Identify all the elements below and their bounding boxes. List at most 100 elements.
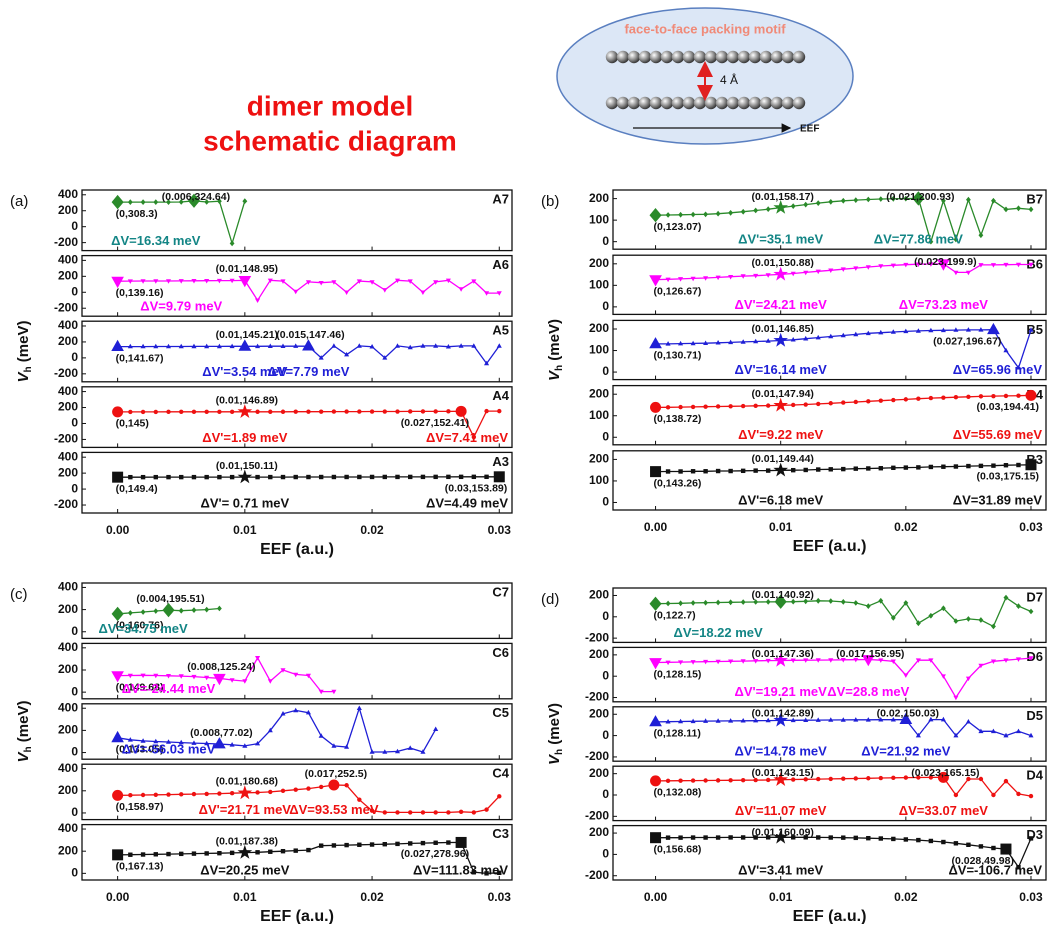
sphere — [639, 97, 651, 109]
data-point — [728, 469, 732, 473]
data-point — [891, 776, 895, 780]
annotation: (0.03,194.41) — [977, 401, 1039, 413]
data-point — [294, 848, 298, 852]
data-point — [497, 794, 501, 798]
data-point — [903, 673, 908, 678]
data-point — [866, 399, 870, 403]
y-tick-label: 200 — [589, 191, 609, 205]
annotation: ΔV=28.8 meV — [827, 684, 909, 699]
annotation: (0.017,156.95) — [836, 648, 904, 660]
highlight-point — [239, 276, 252, 287]
y-axis-label-unit: (meV) — [15, 701, 32, 747]
plot-frame — [613, 190, 1046, 249]
x-tick-label: 0.00 — [644, 520, 668, 534]
sphere — [738, 51, 750, 63]
data-point — [319, 843, 323, 847]
data-point — [154, 852, 158, 856]
data-point — [941, 395, 945, 399]
sphere — [606, 51, 618, 63]
annotation: (0.008,77.02) — [190, 727, 252, 739]
annotation: (0,139.16) — [116, 287, 164, 299]
data-point — [753, 468, 757, 472]
sphere — [760, 97, 772, 109]
data-point — [953, 696, 958, 701]
data-point — [166, 475, 170, 479]
annotation: (0.03,175.15) — [977, 471, 1039, 483]
data-point — [816, 467, 820, 471]
data-point — [904, 837, 908, 841]
data-point — [179, 852, 183, 856]
data-point — [383, 842, 387, 846]
annotation: ΔV'=35.1 meV — [738, 232, 823, 247]
data-point — [791, 203, 796, 209]
data-point — [421, 841, 425, 845]
data-point — [344, 783, 348, 787]
annotation: (0.015,147.46) — [276, 329, 344, 341]
data-point — [879, 776, 883, 780]
data-point — [370, 409, 374, 413]
y-tick-label: 0 — [71, 284, 78, 298]
data-point — [408, 475, 412, 479]
data-point — [966, 616, 971, 622]
data-point — [841, 776, 845, 780]
y-tick-label: 0 — [602, 787, 609, 801]
data-point — [192, 792, 196, 796]
subplot-title: A5 — [492, 323, 509, 338]
y-tick-label: -200 — [54, 432, 78, 446]
data-point — [153, 608, 158, 614]
sphere — [716, 97, 728, 109]
data-point — [395, 409, 399, 413]
data-point — [741, 599, 746, 605]
x-tick-label: 0.03 — [1019, 520, 1043, 534]
data-point — [433, 841, 437, 845]
y-tick-label: 400 — [58, 821, 78, 835]
data-point — [741, 778, 745, 782]
highlight-point — [650, 832, 661, 843]
y-tick-label: 0 — [71, 684, 78, 698]
subplot-title: C4 — [492, 766, 509, 781]
data-point — [966, 197, 971, 203]
sphere — [782, 51, 794, 63]
data-point — [678, 469, 682, 473]
data-point — [332, 409, 336, 413]
data-point — [966, 719, 971, 724]
y-tick-label: 200 — [589, 256, 609, 270]
data-point — [979, 464, 983, 468]
x-tick-label: 0.00 — [106, 890, 130, 904]
data-point — [255, 410, 259, 414]
data-point — [395, 475, 399, 479]
y-tick-label: 400 — [58, 187, 78, 201]
annotation: ΔV=34.75 meV — [98, 621, 188, 636]
sphere — [793, 51, 805, 63]
y-tick-label: 0 — [602, 299, 609, 313]
data-point — [1029, 836, 1033, 840]
subplot-title: C3 — [492, 826, 509, 841]
data-point — [703, 404, 707, 408]
annotation: (0.01,150.88) — [751, 257, 813, 269]
data-point — [728, 835, 732, 839]
data-point — [991, 463, 995, 467]
sphere — [749, 97, 761, 109]
data-point — [866, 197, 871, 203]
sphere — [628, 97, 640, 109]
data-point — [268, 410, 272, 414]
annotation: (0,128.15) — [654, 668, 702, 680]
annotation: (0.03,153.89) — [445, 483, 507, 495]
y-tick-label: 0 — [71, 866, 78, 880]
y-tick-label: 0 — [602, 847, 609, 861]
data-point — [678, 600, 683, 606]
data-point — [230, 241, 235, 247]
data-point — [128, 475, 132, 479]
y-tick-label: 400 — [58, 253, 78, 267]
annotation: ΔV'=24.21 meV — [735, 297, 828, 312]
data-point — [141, 410, 145, 414]
annotation: (0,138.72) — [654, 413, 702, 425]
y-axis-label: Vh (meV) — [15, 701, 34, 763]
data-point — [753, 404, 757, 408]
sphere — [782, 97, 794, 109]
data-point — [1016, 463, 1020, 467]
data-point — [816, 200, 821, 206]
data-point — [166, 792, 170, 796]
data-point — [294, 787, 298, 791]
y-tick-label: 100 — [589, 473, 609, 487]
